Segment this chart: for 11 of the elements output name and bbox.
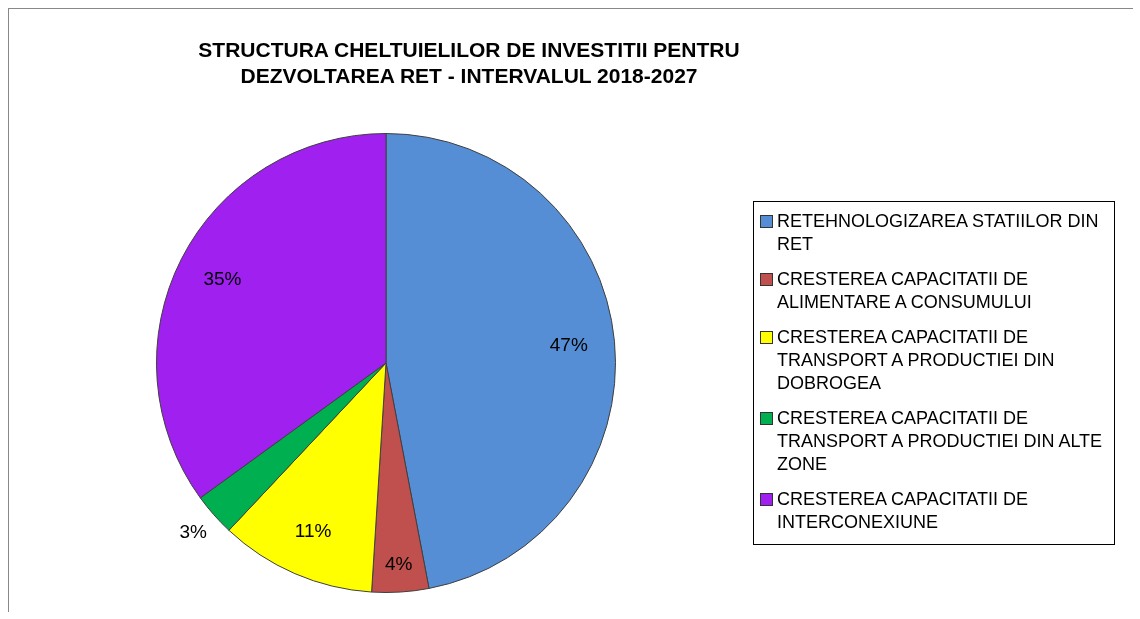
data-label: 47%	[549, 333, 588, 355]
legend-label: CRESTEREA CAPACITATII DE TRANSPORT A PRODUCTIEI DIN ALTE ZONE	[777, 407, 1104, 476]
legend-label: CRESTEREA CAPACITATII DE ALIMENTARE A CONSUMULUI	[777, 268, 1033, 314]
legend-label: CRESTEREA CAPACITATII DE TRANSPORT A PRODUCTIEI DIN DOBROGEA	[777, 326, 1056, 395]
data-label: 11%	[294, 519, 332, 541]
chart-title: STRUCTURA CHELTUIELILOR DE INVESTITII PENTRU DEZVOLTAREA RET - INTERVALUL 2018-2027	[197, 37, 741, 89]
data-label: 35%	[203, 267, 242, 289]
legend-label: CRESTEREA CAPACITATII DE INTERCONEXIUNE	[777, 488, 1030, 534]
legend-label: RETEHNOLOGIZAREA STATIILOR DIN RET	[777, 210, 1100, 256]
data-label: 4%	[384, 552, 413, 574]
data-label: 3%	[179, 521, 208, 543]
